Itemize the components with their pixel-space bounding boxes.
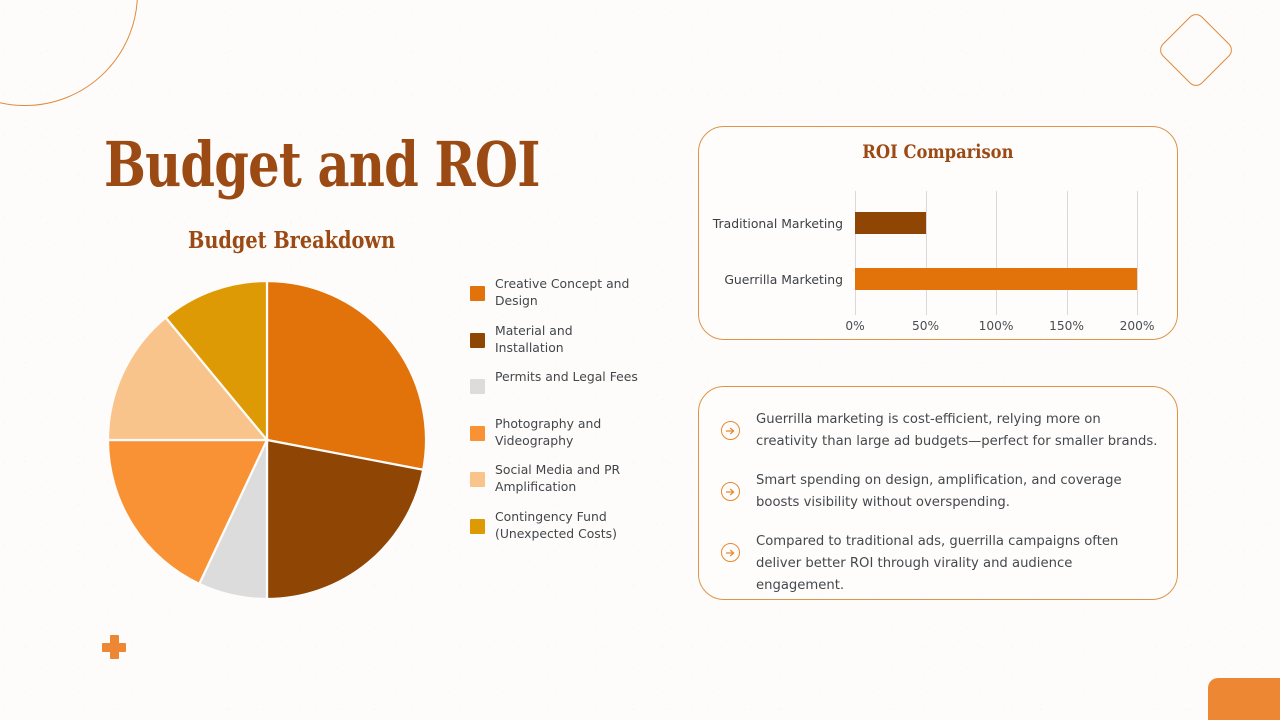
insight-text: Guerrilla marketing is cost-efficient, r…: [756, 412, 1158, 449]
pie-slice: [107, 438, 269, 586]
bar-row: Traditional Marketing: [713, 199, 1137, 247]
arrow-right-circle-icon: [721, 421, 740, 440]
insight-item: Smart spending on design, amplification,…: [721, 470, 1161, 514]
arrow-right-circle-icon: [721, 482, 740, 501]
legend-item: Photography and Videography: [470, 415, 660, 449]
chart-gridline: [1137, 191, 1138, 315]
corner-block-decoration: [1208, 678, 1280, 720]
legend-swatch: [470, 472, 485, 487]
budget-pie-chart: [107, 280, 427, 600]
legend-swatch: [470, 425, 485, 441]
chart-gridline: [925, 191, 927, 315]
pie-slice: [164, 280, 269, 444]
circle-arc-decoration-icon: [0, 0, 138, 106]
bar-category-label: Traditional Marketing: [712, 215, 843, 231]
pie-chart-legend: Creative Concept and Design Material and …: [470, 275, 660, 554]
chart-gridline: [996, 191, 997, 315]
page-title: Budget and ROI: [104, 128, 540, 201]
insight-text: Compared to traditional ads, guerrilla c…: [756, 534, 1119, 593]
pie-slice: [265, 280, 427, 472]
legend-item: Creative Concept and Design: [470, 275, 660, 309]
diamond-outline-decoration-icon: [1156, 10, 1236, 90]
legend-item: Contingency Fund (Unexpected Costs): [470, 508, 660, 542]
x-axis-tick-label: 0%: [845, 319, 865, 333]
bar: [855, 268, 1137, 290]
bar-category-label: Guerrilla Marketing: [724, 271, 843, 287]
bar: [855, 212, 926, 234]
x-axis-tick-label: 150%: [1049, 319, 1084, 333]
legend-swatch: [470, 379, 485, 394]
insights-card: Guerrilla marketing is cost-efficient, r…: [698, 386, 1178, 600]
x-axis-tick-label: 50%: [911, 319, 940, 333]
roi-chart-title: ROI Comparison: [862, 141, 1014, 163]
legend-item-label: Photography and Videography: [495, 415, 602, 448]
insight-text: Smart spending on design, amplification,…: [756, 473, 1122, 510]
roi-x-axis: 0% 50% 100% 150% 200%: [845, 319, 1154, 337]
legend-item: Material and Installation: [470, 322, 660, 356]
roi-comparison-card: ROI Comparison Traditional Marketing Guer…: [698, 126, 1178, 340]
legend-item-label: Material and Installation: [495, 322, 573, 355]
chart-gridline: [855, 191, 856, 315]
pie-slice: [107, 315, 270, 442]
chart-gridline: [1066, 191, 1068, 315]
legend-item: Permits and Legal Fees: [470, 368, 660, 402]
pie-slice: [265, 438, 425, 600]
legend-item: Social Media and PR Amplification: [470, 461, 660, 495]
legend-swatch: [470, 332, 485, 348]
section-title: Budget Breakdown: [188, 227, 396, 254]
legend-item-label: Social Media and PR Amplification: [495, 462, 621, 494]
arrow-right-circle-icon: [721, 543, 740, 562]
legend-item-label: Contingency Fund (Unexpected Costs): [495, 508, 617, 541]
insight-item: Compared to traditional ads, guerrilla c…: [721, 531, 1161, 597]
legend-item-label: Permits and Legal Fees: [495, 369, 638, 384]
pie-svg: [107, 280, 427, 600]
legend-swatch: [470, 286, 485, 301]
insight-item: Guerrilla marketing is cost-efficient, r…: [721, 409, 1161, 453]
insights-list: Guerrilla marketing is cost-efficient, r…: [721, 409, 1161, 593]
roi-plot-region: Traditional Marketing Guerrilla Marketing: [713, 191, 1138, 315]
x-axis-tick-label: 100%: [978, 319, 1014, 333]
x-axis-tick-label: 200%: [1119, 319, 1155, 333]
legend-item-label: Creative Concept and Design: [495, 276, 630, 308]
legend-swatch: [470, 518, 485, 534]
roi-chart-area: Traditional Marketing Guerrilla Marketing…: [713, 185, 1163, 333]
plus-decoration-icon: [102, 635, 126, 659]
bar-row: Guerrilla Marketing: [724, 255, 1137, 303]
